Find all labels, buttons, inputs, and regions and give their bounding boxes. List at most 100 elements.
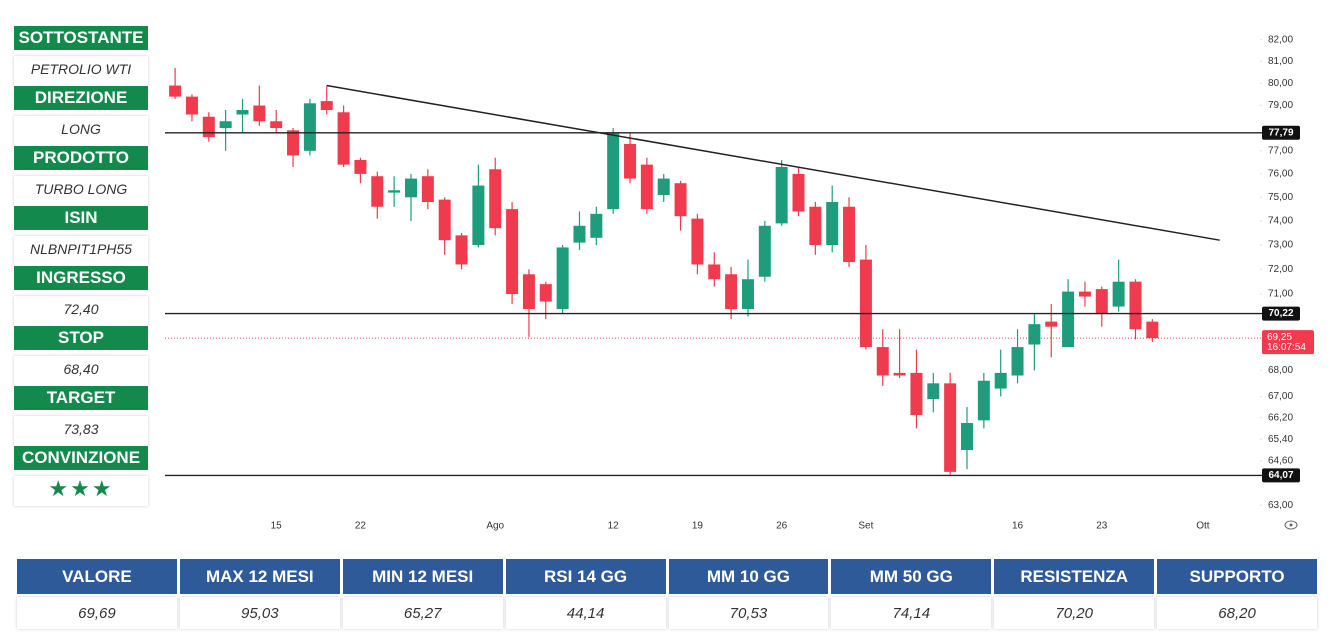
- candle-body: [270, 121, 283, 129]
- x-tick-label: 12: [608, 521, 620, 532]
- x-tick-label: Ago: [486, 521, 504, 532]
- candle-body: [1028, 324, 1041, 345]
- candle-body: [708, 264, 721, 280]
- candle-body: [640, 164, 653, 210]
- candle-body: [388, 190, 401, 193]
- candle-body: [371, 176, 384, 207]
- candle-body: [287, 130, 300, 156]
- candle-body: [404, 178, 417, 198]
- panel-value: NLBNPIT1PH55: [14, 236, 148, 266]
- y-tick-label: 76,00: [1268, 169, 1293, 180]
- eye-icon: [1284, 520, 1298, 530]
- panel-value: 72,40: [14, 296, 148, 326]
- panel-value: ★★★: [14, 476, 148, 506]
- candle-body: [775, 166, 788, 224]
- candle-body: [843, 206, 856, 263]
- candle-body: [927, 383, 940, 400]
- y-tick-label: 66,20: [1268, 412, 1293, 423]
- panel-value: TURBO LONG: [14, 176, 148, 206]
- x-tick-label: 15: [271, 521, 283, 532]
- y-tick-label: 68,00: [1268, 365, 1293, 376]
- y-tick-label: 74,00: [1268, 216, 1293, 227]
- y-tick-label: 82,00: [1268, 34, 1293, 45]
- candle-body: [455, 235, 468, 265]
- candle-body: [876, 347, 889, 376]
- stats-table: VALORE MAX 12 MESI MIN 12 MESI RSI 14 GG MM …: [14, 556, 1320, 632]
- candle-body: [472, 185, 485, 246]
- table-header: SUPPORTO: [1157, 559, 1317, 594]
- x-tick-label: Set: [858, 521, 873, 532]
- eye-pupil: [1289, 523, 1293, 527]
- y-tick-label: 64,60: [1268, 456, 1293, 467]
- y-tick-label: 65,40: [1268, 434, 1293, 445]
- y-tick-label: 79,00: [1268, 100, 1293, 111]
- table-header: VALORE: [17, 559, 177, 594]
- table-cell: 95,03: [180, 597, 340, 629]
- candle-body: [185, 96, 198, 115]
- table-cell: 74,14: [831, 597, 991, 629]
- value-row: 69,69 95,03 65,27 44,14 70,53 74,14 70,20 68,20: [17, 597, 1317, 629]
- x-tick-label: 26: [776, 521, 788, 532]
- candle-body: [337, 112, 350, 165]
- y-tick-label: 63,00: [1268, 500, 1293, 511]
- x-tick-label: 16: [1012, 521, 1024, 532]
- candle-body: [489, 169, 502, 229]
- candle-body: [1062, 291, 1075, 348]
- y-tick-label: 73,00: [1268, 240, 1293, 251]
- candle-body: [691, 218, 704, 265]
- candle-body: [1095, 289, 1108, 315]
- candle-body: [320, 101, 333, 111]
- candle-body: [1146, 321, 1159, 339]
- y-tick-label: 81,00: [1268, 56, 1293, 67]
- candle-body: [758, 225, 771, 277]
- candle-body: [1045, 321, 1058, 327]
- level-tag: [1262, 306, 1300, 321]
- info-panel: SOTTOSTANTE PETROLIO WTI DIREZIONE LONG PROD…: [14, 26, 148, 506]
- candle-body: [792, 173, 805, 212]
- x-tick-label: Ott: [1196, 521, 1210, 532]
- candle-body: [590, 213, 603, 238]
- candle-body: [522, 274, 535, 310]
- candle-body: [741, 279, 754, 310]
- table-cell: 68,20: [1157, 597, 1317, 629]
- level-tag: [1262, 468, 1300, 483]
- y-tick-label: 77,00: [1268, 145, 1293, 156]
- candle-body: [725, 274, 738, 310]
- candle-body: [1011, 347, 1024, 376]
- candle-body: [1129, 281, 1142, 330]
- panel-label: TARGET: [14, 386, 148, 410]
- last-price-label: 69,25: [1267, 332, 1292, 343]
- table-cell: 44,14: [506, 597, 666, 629]
- candle-body: [169, 85, 182, 97]
- table-header: RESISTENZA: [994, 559, 1155, 594]
- panel-value: LONG: [14, 116, 148, 146]
- candle-body: [624, 143, 637, 179]
- candle-body: [910, 372, 923, 416]
- candle-body: [893, 372, 906, 376]
- candle-body: [859, 259, 872, 348]
- table-header: RSI 14 GG: [505, 559, 666, 594]
- table-cell: 65,27: [343, 597, 503, 629]
- panel-value: 68,40: [14, 356, 148, 386]
- last-price-time: 16:07:54: [1267, 342, 1306, 353]
- panel-value: PETROLIO WTI: [14, 56, 148, 86]
- table-cell: 69,69: [17, 597, 177, 629]
- panel-label: PRODOTTO: [14, 146, 148, 170]
- table-header: MAX 12 MESI: [179, 559, 340, 594]
- candle-body: [556, 247, 569, 310]
- candle-body: [219, 121, 232, 129]
- level-tag: [1262, 125, 1300, 140]
- last-price-tag: [1262, 330, 1314, 355]
- candle-body: [539, 284, 552, 302]
- x-tick-label: 19: [692, 521, 704, 532]
- table-header: MM 10 GG: [668, 559, 829, 594]
- x-tick-label: 23: [1096, 521, 1108, 532]
- chart: 82,00 81,00 80,00 79,00 77,00 76,00 75,00 74,00…: [165, 34, 1314, 532]
- level-label: 64,07: [1268, 470, 1293, 481]
- y-tick-label: 80,00: [1268, 78, 1293, 89]
- table-cell: 70,53: [669, 597, 829, 629]
- y-tick-label: 75,00: [1268, 192, 1293, 203]
- panel-label: DIREZIONE: [14, 86, 148, 110]
- panel-label: CONVINZIONE: [14, 446, 148, 470]
